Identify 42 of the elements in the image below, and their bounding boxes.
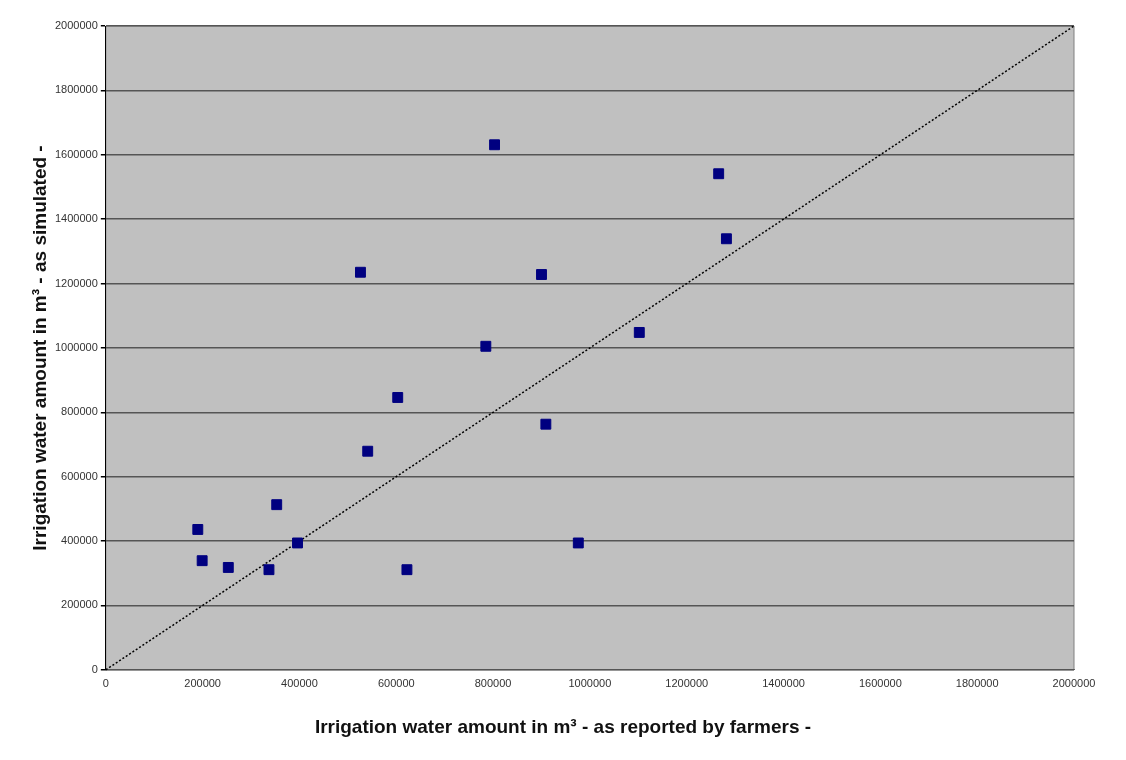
y-tick-label: 400000 (61, 534, 98, 547)
point (540, 418, 552, 430)
point (401, 564, 413, 576)
x-tick-label: 1000000 (568, 677, 612, 690)
y-tick-label: 1000000 (55, 340, 98, 353)
x-tick-label: 200000 (184, 677, 221, 690)
x-tick-label: 800000 (474, 677, 512, 690)
y-tick-label: 600000 (61, 469, 98, 482)
x-tick-label: 1200000 (665, 677, 709, 690)
point (633, 327, 645, 338)
y-tick-label: 1600000 (55, 147, 98, 160)
y-tick-label: 2000000 (55, 19, 98, 32)
y-tick-label: 800000 (61, 405, 98, 418)
point (222, 561, 234, 573)
y-tick-label: 200000 (61, 598, 98, 611)
point (720, 233, 732, 245)
point (292, 537, 303, 549)
x-tick-label: 1400000 (762, 677, 805, 690)
y-tick-label: 0 (91, 662, 98, 675)
x-axis-title: Irrigation water amount in m³ - as reported by farmers - (314, 716, 812, 737)
y-axis-title: Irrigation water amount in m³ - as simulated - (29, 145, 50, 551)
x-tick-label: 400000 (281, 677, 318, 690)
point (489, 139, 500, 151)
point (392, 392, 404, 403)
point (271, 499, 283, 511)
point (192, 524, 204, 535)
point (572, 537, 584, 549)
point (480, 340, 492, 352)
point (536, 269, 547, 280)
x-tick-label: 0 (102, 677, 109, 690)
point (263, 564, 275, 576)
point (355, 266, 366, 278)
x-tick-label: 1600000 (858, 677, 902, 690)
point (362, 445, 374, 457)
x-tick-label: 2000000 (1052, 677, 1096, 690)
y-tick-label: 1200000 (55, 276, 98, 289)
y-tick-label: 1800000 (55, 83, 98, 96)
x-tick-label: 600000 (377, 677, 415, 690)
x-tick-label: 1800000 (955, 677, 999, 690)
point (713, 168, 725, 180)
y-tick-label: 1400000 (55, 212, 98, 225)
point (196, 555, 208, 567)
